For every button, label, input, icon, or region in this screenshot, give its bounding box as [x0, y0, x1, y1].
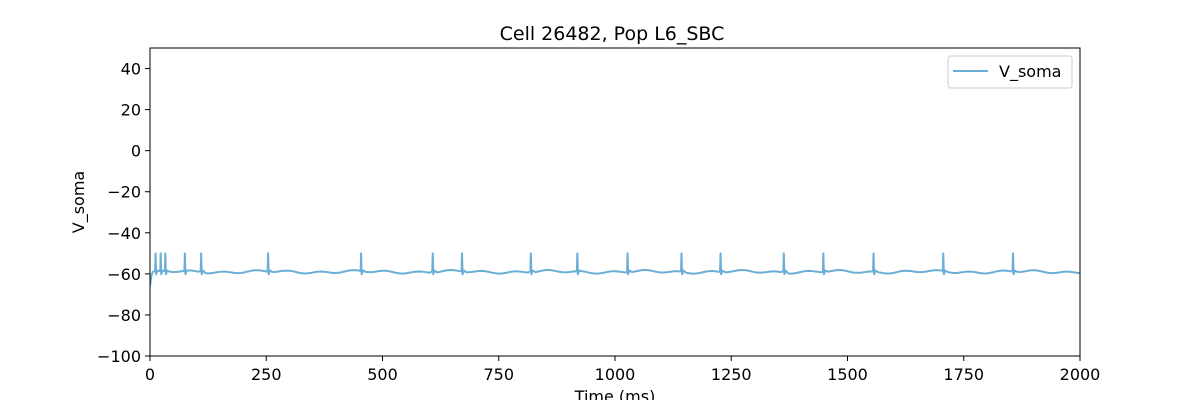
- legend: V_soma: [947, 55, 1073, 89]
- legend-box: [947, 55, 1073, 89]
- axes: 0 250 500 750 1000 1250 1500 1750 2000 −100 −80 −60…: [97, 47, 1101, 384]
- x-tick-label: 0: [145, 365, 155, 384]
- x-tick-label: 250: [251, 365, 282, 384]
- plot-frame: [149, 47, 1081, 357]
- y-tick-label: −80: [107, 306, 141, 325]
- x-tick-label: 1000: [595, 365, 636, 384]
- x-tick-label: 1500: [827, 365, 868, 384]
- y-tick-label: 20: [121, 101, 141, 120]
- x-axis-label: Time (ms): [574, 387, 656, 400]
- series-line-v-soma: [150, 252, 1080, 287]
- x-tick-label: 2000: [1060, 365, 1101, 384]
- x-tick-label: 500: [367, 365, 398, 384]
- y-tick-label: −100: [97, 347, 141, 366]
- x-tick-label: 750: [483, 365, 514, 384]
- y-tick-label: −40: [107, 224, 141, 243]
- chart-title: Cell 26482, Pop L6_SBC: [500, 23, 725, 45]
- y-tick-label: −60: [107, 265, 141, 284]
- y-tick-label: 40: [121, 60, 141, 79]
- y-axis-label: V_soma: [69, 171, 89, 233]
- x-tick-label: 1250: [711, 365, 752, 384]
- x-tick-label: 1750: [943, 365, 984, 384]
- y-tick-label: −20: [107, 183, 141, 202]
- legend-label-v-soma: V_soma: [999, 62, 1061, 82]
- plot-area: [150, 252, 1080, 287]
- y-tick-label: 0: [131, 142, 141, 161]
